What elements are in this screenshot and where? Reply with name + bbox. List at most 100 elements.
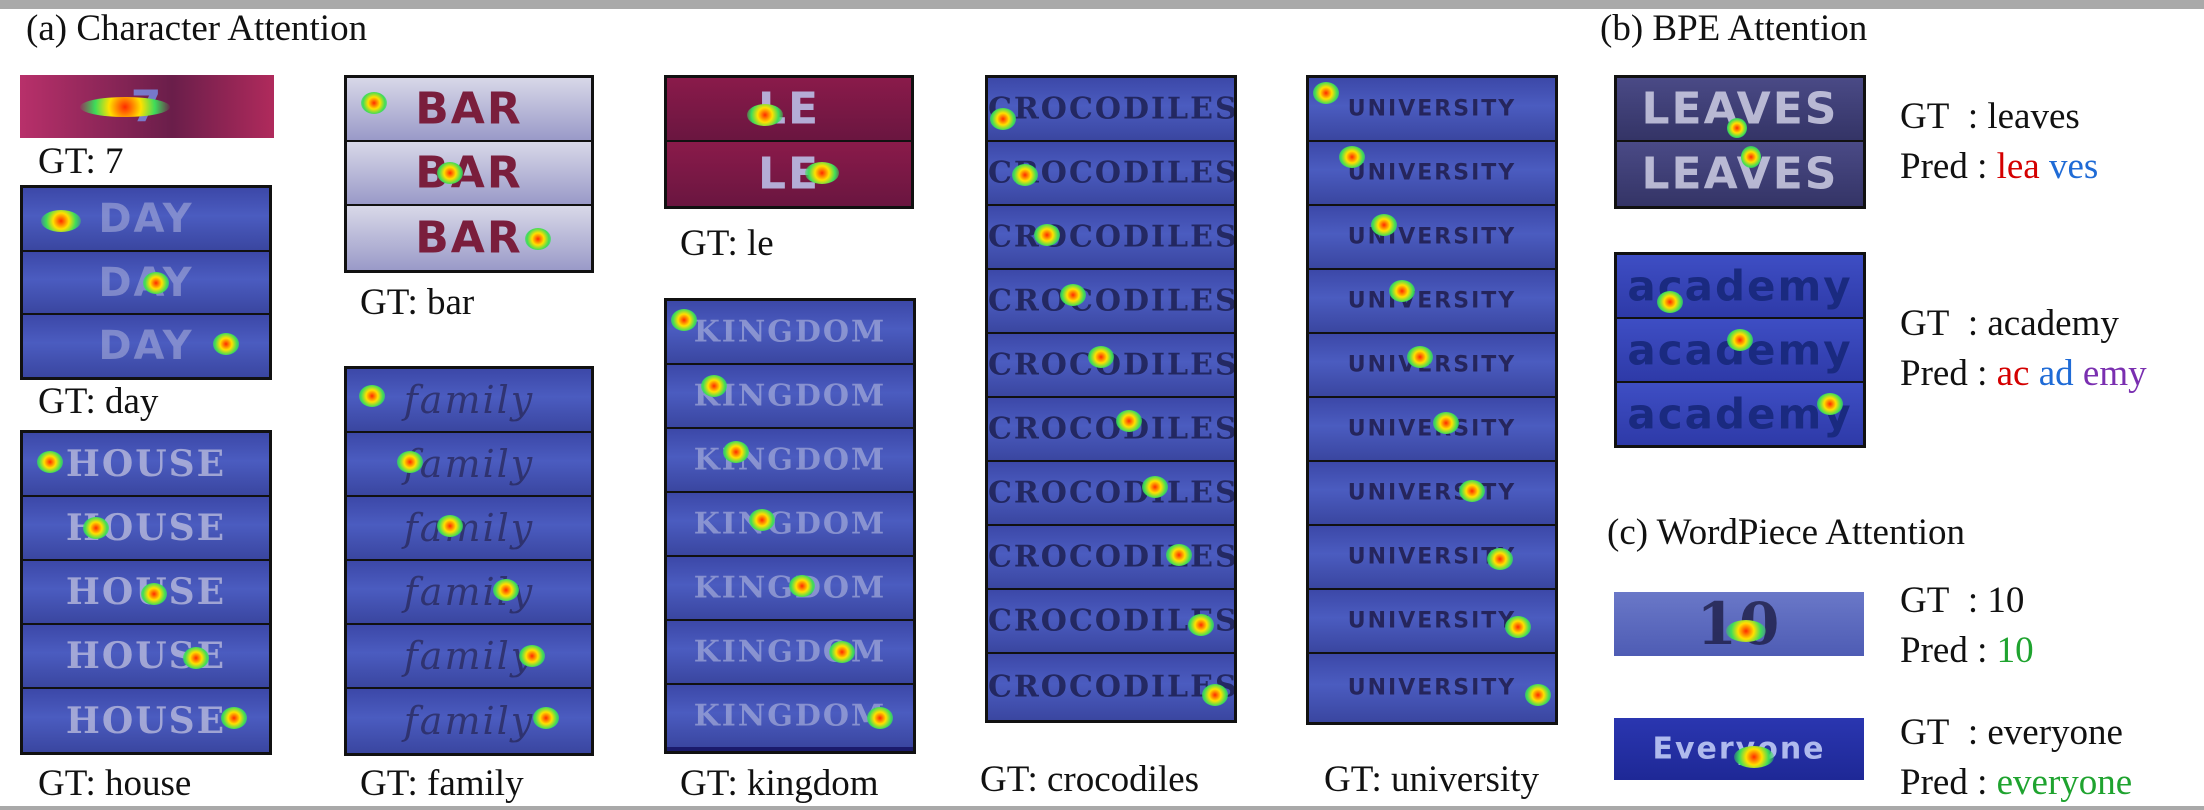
attention-hotspot — [1726, 620, 1766, 642]
image-word: UNIVERSITY — [1347, 608, 1517, 634]
image-word: BAR — [415, 212, 523, 264]
attention-hotspot — [867, 707, 893, 729]
attention-strip: UNIVERSITY — [1309, 142, 1555, 206]
image-word: academy — [1627, 389, 1853, 439]
attention-strip: HOUSE — [23, 497, 269, 561]
pred-token-2: ves — [2048, 146, 2099, 187]
attention-hotspot — [723, 441, 749, 463]
attention-strip: family — [347, 433, 591, 497]
pred-token-2: ad — [2038, 353, 2074, 394]
attention-strip: KINGDOM — [667, 557, 913, 621]
image-word: HOUSE — [65, 443, 227, 485]
attention-strip: LE — [667, 78, 911, 142]
attention-hotspot — [1313, 82, 1339, 104]
image-word: CROCODILES — [988, 411, 1234, 447]
bpe-academy-gt: GT : academy — [1900, 303, 2119, 344]
wordpiece-ten-pred: Pred : 10 — [1900, 630, 2034, 672]
attention-hotspot — [1339, 146, 1365, 168]
image-word: CROCODILES — [988, 669, 1234, 705]
caption-day: GT: day — [38, 381, 159, 422]
bottom-border — [0, 806, 2204, 810]
attention-strip: academy — [1617, 255, 1863, 319]
section-b-title: (b) BPE Attention — [1600, 8, 1868, 49]
attention-strip: DAY — [23, 315, 269, 377]
attention-hotspot — [519, 645, 545, 667]
image-word: KINGDOM — [693, 442, 887, 478]
attention-strip: family — [347, 369, 591, 433]
pred-token-3: emy — [2082, 353, 2147, 394]
bpe-panel-academy: academy academy academy — [1614, 252, 1866, 448]
attention-hotspot — [361, 92, 387, 114]
pred-token-1: lea — [1996, 146, 2040, 187]
pred-token-1: ac — [1996, 353, 2030, 394]
attention-strip: CROCODILES — [988, 590, 1234, 654]
attention-strip: CROCODILES — [988, 398, 1234, 462]
attention-hotspot — [37, 451, 63, 473]
attention-strip: UNIVERSITY — [1309, 526, 1555, 590]
attention-hotspot — [397, 451, 423, 473]
attention-hotspot — [1389, 280, 1415, 302]
image-word: KINGDOM — [667, 571, 913, 606]
attention-strip: CROCODILES — [988, 654, 1234, 720]
attention-hotspot — [141, 583, 167, 605]
attention-strip: CROCODILES — [988, 78, 1234, 142]
attention-strip: academy — [1617, 319, 1863, 383]
image-word: KINGDOM — [693, 698, 887, 734]
image-word: UNIVERSITY — [1347, 544, 1517, 570]
top-border — [0, 0, 2204, 9]
attention-strip: 7 — [20, 75, 274, 138]
attention-hotspot — [1727, 118, 1747, 138]
attention-hotspot — [805, 162, 839, 184]
attention-strip: UNIVERSITY — [1309, 334, 1555, 398]
pred-label: Pred : — [1900, 146, 1988, 187]
pred-label: Pred : — [1900, 762, 1988, 803]
section-c-title: (c) WordPiece Attention — [1607, 512, 1966, 553]
image-word: UNIVERSITY — [1347, 675, 1517, 701]
attention-strip: BAR — [347, 142, 591, 206]
attention-hotspot — [83, 517, 109, 539]
attention-strip: LE — [667, 142, 911, 206]
attention-strip: 10 — [1614, 592, 1864, 656]
attention-strip: family — [347, 689, 591, 753]
attention-strip: BAR — [347, 206, 591, 270]
attention-hotspot — [41, 210, 81, 232]
attention-hotspot — [533, 707, 559, 729]
image-word: academy — [1627, 261, 1853, 311]
attention-strip: KINGDOM — [667, 365, 913, 429]
bpe-panel-leaves: LEAVES LEAVES — [1614, 75, 1866, 209]
attention-panel-kingdom: KINGDOM KINGDOM KINGDOM KINGDOM KINGDOM … — [664, 298, 916, 754]
image-word: HOUSE — [65, 635, 227, 677]
attention-hotspot — [525, 228, 551, 250]
image-word: CROCODILES — [988, 283, 1234, 319]
attention-hotspot — [1459, 480, 1485, 502]
pred-token-1: 10 — [1996, 630, 2034, 671]
attention-hotspot — [749, 509, 775, 531]
image-word: UNIVERSITY — [1347, 416, 1517, 442]
attention-strip: UNIVERSITY — [1309, 270, 1555, 334]
attention-hotspot — [829, 641, 855, 663]
attention-panel-crocodiles: CROCODILES CROCODILES CROCODILES CROCODI… — [985, 75, 1237, 723]
image-word: LE — [757, 148, 821, 200]
attention-hotspot — [1116, 410, 1142, 432]
caption-house: GT: house — [38, 763, 192, 804]
image-word: UNIVERSITY — [1347, 288, 1517, 314]
image-word: family — [403, 378, 535, 422]
image-word: KINGDOM — [693, 634, 887, 670]
attention-strip: family — [347, 497, 591, 561]
attention-hotspot — [221, 707, 247, 729]
attention-hotspot — [789, 575, 815, 597]
attention-hotspot — [1371, 214, 1397, 236]
attention-hotspot — [1088, 346, 1114, 368]
attention-strip: HOUSE — [23, 433, 269, 497]
image-word: UNIVERSITY — [1347, 160, 1517, 186]
attention-strip: UNIVERSITY — [1309, 590, 1555, 654]
attention-hotspot — [1433, 412, 1459, 434]
attention-hotspot — [1060, 284, 1086, 306]
pred-label: Pred : — [1900, 630, 1988, 671]
attention-strip: LEAVES — [1617, 78, 1863, 142]
attention-strip: KINGDOM — [667, 685, 913, 747]
attention-hotspot — [1188, 614, 1214, 636]
image-word: HOUSE — [65, 507, 227, 549]
attention-strip: DAY — [23, 252, 269, 315]
attention-hotspot — [1034, 224, 1060, 246]
